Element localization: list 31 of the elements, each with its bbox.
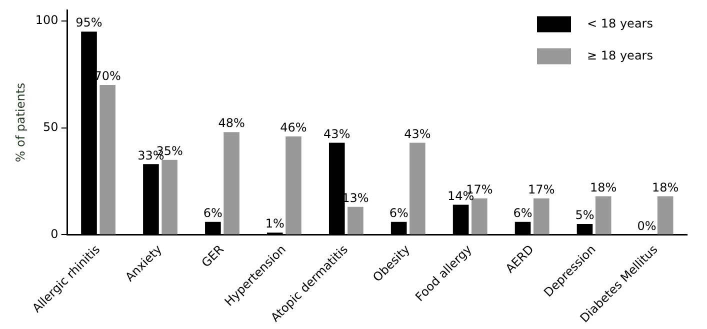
data-label: 18% (590, 180, 617, 194)
bar (162, 160, 178, 234)
legend-label: ≥ 18 years (587, 48, 653, 62)
bar (533, 198, 550, 234)
bar (286, 136, 302, 234)
bar (657, 196, 674, 234)
legend-label: < 18 years (587, 16, 653, 30)
bar (595, 196, 612, 234)
y-tick-label: 100 (35, 13, 58, 28)
data-label: 6% (513, 206, 532, 220)
bar (224, 132, 240, 234)
data-label: 46% (280, 120, 307, 134)
data-label: 6% (203, 206, 222, 220)
data-label: 43% (324, 126, 350, 141)
data-label: 0% (637, 218, 656, 233)
y-tick-label: 0 (50, 226, 58, 241)
y-axis-title: % of patients (13, 82, 28, 162)
y-tick-label: 50 (43, 120, 58, 134)
data-label: 17% (528, 182, 555, 196)
data-label: 5% (575, 208, 594, 222)
data-label: 1% (265, 216, 284, 231)
data-label: 43% (404, 126, 431, 141)
data-label: 13% (342, 191, 369, 206)
data-label: 6% (389, 206, 408, 220)
data-label: 18% (652, 180, 679, 194)
bar (472, 198, 488, 234)
bar (410, 142, 426, 234)
data-label: 95% (76, 16, 102, 30)
bar (348, 206, 364, 234)
bar (100, 85, 116, 234)
data-label: 48% (218, 116, 245, 130)
